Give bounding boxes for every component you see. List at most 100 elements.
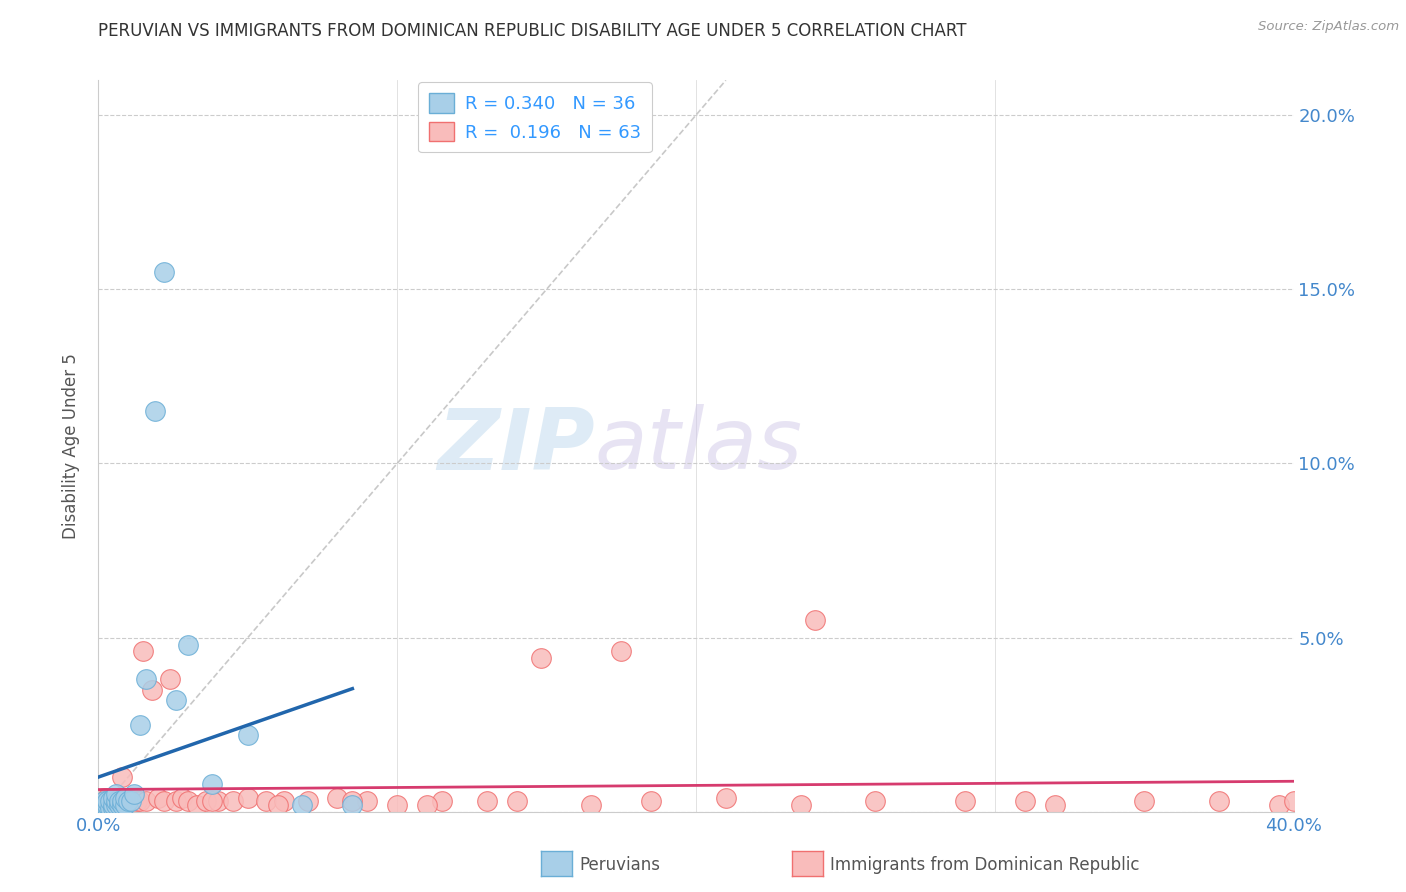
Point [90,797,112,812]
Point [177,794,200,808]
Point [1267,797,1289,812]
Point [100,794,122,808]
Point [385,797,409,812]
Point [529,651,551,665]
Point [117,790,139,805]
Point [103,797,125,812]
Point [108,797,131,812]
Point [100,797,122,812]
Point [201,777,224,791]
Point [506,794,529,808]
Point [640,794,662,808]
Legend: R = 0.340   N = 36, R =  0.196   N = 63: R = 0.340 N = 36, R = 0.196 N = 63 [418,82,652,153]
Point [117,794,139,808]
Point [165,794,187,808]
Point [254,794,277,808]
Point [153,794,176,808]
Point [114,797,136,812]
Point [105,787,128,801]
Point [342,797,364,812]
Point [865,794,887,808]
Point [1014,794,1036,808]
Point [267,797,290,812]
Point [222,794,245,808]
Point [236,790,259,805]
Text: ZIP: ZIP [437,404,595,488]
Point [108,794,131,808]
Point [100,801,122,815]
Point [111,790,134,805]
Point [90,801,112,815]
Point [103,794,125,808]
Point [114,790,136,805]
Point [207,794,229,808]
Point [159,673,181,687]
Text: Peruvians: Peruvians [579,856,661,874]
Point [132,644,155,658]
Point [1133,794,1156,808]
Point [581,797,603,812]
Point [326,790,349,805]
Point [789,797,811,812]
Point [143,404,166,418]
Point [100,794,122,808]
Point [135,673,157,687]
Point [103,790,125,805]
Text: Immigrants from Dominican Republic: Immigrants from Dominican Republic [830,856,1139,874]
Point [96,794,118,808]
Point [291,797,314,812]
Point [120,797,142,812]
Point [342,794,364,808]
Point [124,787,146,801]
Point [153,265,176,279]
Point [416,797,439,812]
Point [129,717,152,731]
Point [124,790,146,805]
Point [1208,794,1230,808]
Point [114,794,136,808]
Point [93,801,115,815]
Point [129,794,152,808]
Point [108,794,131,808]
Point [1282,794,1305,808]
Point [273,794,295,808]
Point [356,794,378,808]
Y-axis label: Disability Age Under 5: Disability Age Under 5 [62,353,80,539]
Point [111,797,134,812]
Point [127,794,149,808]
Point [96,797,118,812]
Point [953,794,976,808]
Point [236,728,259,742]
Point [96,797,118,812]
Point [105,794,128,808]
Text: atlas: atlas [595,404,803,488]
Point [90,805,112,819]
Point [165,693,187,707]
Point [430,794,453,808]
Point [93,797,115,812]
Point [172,790,194,805]
Point [135,794,157,808]
Point [90,801,112,815]
Point [96,801,118,815]
Point [610,644,633,658]
Point [1043,797,1066,812]
Point [148,790,170,805]
Point [105,794,128,808]
Point [90,794,112,808]
Point [93,794,115,808]
Point [804,613,827,627]
Point [103,801,125,815]
Point [201,794,224,808]
Point [103,797,125,812]
Point [93,790,115,805]
Point [297,794,319,808]
Point [714,790,737,805]
Point [177,638,200,652]
Point [195,794,218,808]
Point [93,801,115,815]
Text: PERUVIAN VS IMMIGRANTS FROM DOMINICAN REPUBLIC DISABILITY AGE UNDER 5 CORRELATIO: PERUVIAN VS IMMIGRANTS FROM DOMINICAN RE… [98,22,967,40]
Point [105,797,128,812]
Point [475,794,498,808]
Point [96,790,118,805]
